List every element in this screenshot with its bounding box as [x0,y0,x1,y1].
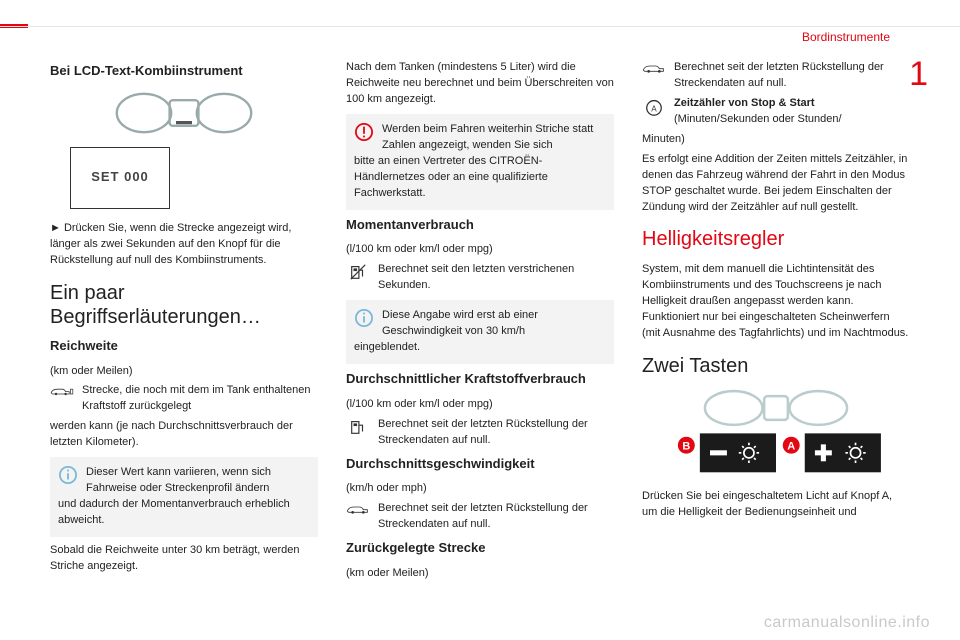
heading-range: Reichweite [50,337,318,356]
stopstart-row: A Zeitzähler von Stop & Start (Minuten/S… [642,96,910,128]
warning-text-b: bitte an einen Vertreter des CITROËN-Hän… [354,154,606,202]
warning-text-a: Werden beim Fahren weiterhin Striche sta… [382,122,606,154]
range-row: Strecke, die noch mit dem im Tank enthal… [50,383,318,415]
warning-box: Werden beim Fahren weiterhin Striche sta… [346,114,614,210]
warning-icon [354,122,374,141]
section-label: Bordinstrumente [802,30,890,44]
avgspeed-text: Berechnet seit der letzten Rückstellung … [378,501,614,533]
brightness-instruction: Drücken Sie bei eingeschaltetem Licht au… [642,489,910,521]
instant-text: Berechnet seit den letzten verstrichenen… [378,262,614,294]
svg-text:B: B [682,441,690,453]
watermark: carmanualsonline.info [764,614,930,632]
stopstart-label: Zeitzähler von Stop & Start [674,97,815,109]
heading-brightness: Helligkeitsregler [642,225,910,254]
set-display-text: SET 000 [91,168,149,187]
refuel-text: Nach dem Tanken (mindestens 5 Liter) wir… [346,60,614,108]
fuel-pump-slash-icon [346,262,370,281]
heading-avgfuel: Durchschnittlicher Kraftstoffverbrauch [346,370,614,389]
range-text-2: werden kann (je nach Durchschnittsverbra… [50,419,318,451]
distance-unit: (km oder Meilen) [346,566,614,582]
stopstart-sub2: Minuten) [642,132,910,148]
brightness-buttons-illustration: B A [666,386,886,479]
distance-text: Berechnet seit der letzten Rückstellung … [674,60,910,92]
instrument-cluster-icon [104,89,264,137]
instant-unit: (l/100 km oder km/l oder mpg) [346,242,614,258]
info-box-speed: Diese Angabe wird erst ab einer Geschwin… [346,300,614,364]
column-1: Bei LCD-Text-Kombiinstrument SET 000 ► D… [50,56,318,610]
stop-start-icon: A [642,96,666,117]
car-fuel-icon [50,383,74,398]
range-low-text: Sobald die Reichweite unter 30 km beträg… [50,543,318,575]
column-2: Nach dem Tanken (mindestens 5 Liter) wir… [346,56,614,610]
stopstart-para: Es erfolgt eine Addition der Zeiten mitt… [642,152,910,216]
car-icon [346,501,370,516]
set-display-box: SET 000 [70,147,170,209]
page-badge: 1 [909,55,928,94]
svg-text:A: A [651,104,657,113]
svg-text:A: A [787,441,795,453]
info-text-a: Dieser Wert kann variieren, wenn sich Fa… [86,465,310,497]
fuel-pump-icon [346,417,370,436]
instant-row: Berechnet seit den letzten verstrichenen… [346,262,614,294]
info2-text-b: eingeblendet. [354,340,606,356]
heading-lcd: Bei LCD-Text-Kombiinstrument [50,62,318,81]
avgfuel-text: Berechnet seit der letzten Rückstellung … [378,417,614,449]
heading-instant: Momentanverbrauch [346,216,614,235]
car-icon [642,60,666,75]
brightness-para: System, mit dem manuell die Lichtintensi… [642,262,910,342]
info2-text-a: Diese Angabe wird erst ab einer Geschwin… [382,308,606,340]
info-text-b: und dadurch der Momentanverbrauch erhebl… [58,497,310,529]
content-columns: Bei LCD-Text-Kombiinstrument SET 000 ► D… [50,56,910,610]
range-text: Strecke, die noch mit dem im Tank enthal… [82,383,318,415]
heading-distance: Zurückgelegte Strecke [346,539,614,558]
distance-row: Berechnet seit der letzten Rückstellung … [642,60,910,92]
info-icon [58,465,78,484]
avgfuel-row: Berechnet seit der letzten Rückstellung … [346,417,614,449]
avgspeed-unit: (km/h oder mph) [346,481,614,497]
top-divider [0,26,960,27]
heading-two-buttons: Zwei Tasten [642,354,910,378]
heading-definitions: Ein paar Begriffserläuterungen… [50,281,318,329]
stopstart-sub: (Minuten/Sekunden oder Stunden/ [674,113,842,125]
column-3: Berechnet seit der letzten Rückstellung … [642,56,910,610]
info-icon [354,308,374,327]
heading-avgspeed: Durchschnittsgeschwindigkeit [346,455,614,474]
reset-instruction: ► Drücken Sie, wenn die Strecke angezeig… [50,221,318,269]
info-box-range: Dieser Wert kann variieren, wenn sich Fa… [50,457,318,537]
range-unit: (km oder Meilen) [50,364,318,380]
avgspeed-row: Berechnet seit der letzten Rückstellung … [346,501,614,533]
avgfuel-unit: (l/100 km oder km/l oder mpg) [346,397,614,413]
